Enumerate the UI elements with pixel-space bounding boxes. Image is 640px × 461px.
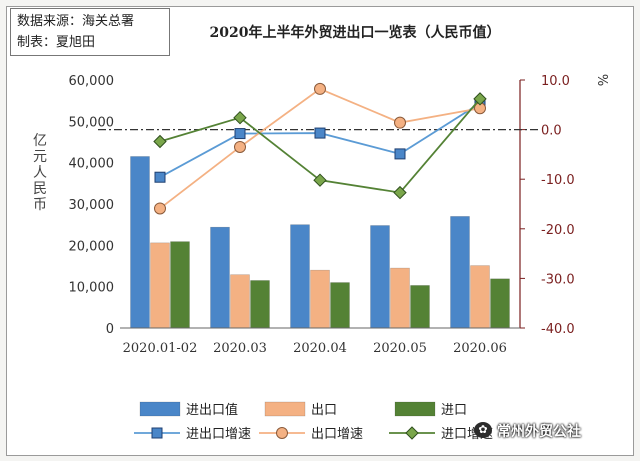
bar <box>390 267 410 329</box>
chart-frame <box>6 6 634 456</box>
line-marker <box>153 134 167 149</box>
left-axis-label-char: 民 <box>33 181 47 197</box>
left-axis-label-char: 元 <box>33 149 47 165</box>
left-tick-label: 10,000 <box>69 281 115 296</box>
legend-swatch <box>139 401 181 417</box>
line-marker <box>313 173 327 187</box>
line-marker <box>393 185 407 200</box>
line-marker <box>314 127 326 139</box>
category-label: 2020.04 <box>293 341 347 356</box>
bar <box>450 216 470 329</box>
author-line: 制表：夏旭田 <box>17 35 96 50</box>
legend-label: 出口 <box>311 403 337 418</box>
category-label: 2020.05 <box>373 341 427 356</box>
legend-label: 进出口增速 <box>186 427 251 442</box>
line-marker <box>394 148 406 160</box>
legend-label: 出口增速 <box>311 427 363 442</box>
source-box: 数据来源：海关总署 制表：夏旭田 <box>10 8 170 56</box>
bar <box>250 280 270 329</box>
line-marker <box>154 171 166 183</box>
bar <box>130 156 150 329</box>
bar <box>210 226 230 329</box>
series-line <box>159 102 481 179</box>
bar <box>470 265 490 329</box>
category-label: 2020.03 <box>213 341 267 356</box>
bar <box>290 224 310 329</box>
bar <box>150 242 170 329</box>
line-marker <box>394 116 406 129</box>
source-line: 数据来源：海关总署 <box>17 14 135 29</box>
legend-swatch <box>394 401 436 417</box>
legend-label: 进出口值 <box>186 402 238 418</box>
bar <box>330 282 350 329</box>
bar <box>490 278 510 329</box>
line-marker <box>154 202 166 215</box>
bar <box>310 269 330 329</box>
right-tick-label: -40.0 <box>541 322 575 337</box>
line-marker <box>473 92 487 106</box>
right-axis-label: % <box>594 74 609 86</box>
bar <box>230 274 250 329</box>
line-marker <box>314 82 326 95</box>
legend-label: 进口 <box>441 403 467 418</box>
line-marker <box>276 427 288 439</box>
watermark-text: 常州外贸公社 <box>497 424 581 440</box>
series-line <box>159 87 481 210</box>
right-tick-label: -20.0 <box>541 223 575 238</box>
left-tick-label: 60,000 <box>69 74 115 89</box>
left-tick-label: 20,000 <box>69 239 115 254</box>
left-axis-label-char: 人 <box>33 165 47 181</box>
left-axis-label-char: 币 <box>33 197 47 213</box>
line-marker <box>405 426 419 440</box>
bar <box>170 241 190 329</box>
right-tick-label: -30.0 <box>541 272 575 287</box>
bar <box>370 225 390 329</box>
line-marker <box>234 140 246 153</box>
line-marker <box>151 427 163 439</box>
left-tick-label: 30,000 <box>69 198 115 213</box>
bar <box>410 285 430 329</box>
left-tick-label: 0 <box>106 322 114 337</box>
left-tick-label: 40,000 <box>69 157 115 172</box>
category-label: 2020.06 <box>453 341 507 356</box>
line-marker <box>234 128 246 140</box>
legend-swatch <box>264 401 306 417</box>
category-label: 2020.01-02 <box>123 341 198 356</box>
wechat-icon: ✿ <box>474 422 492 438</box>
left-tick-label: 50,000 <box>69 115 115 130</box>
left-axis-label-char: 亿 <box>33 133 47 149</box>
line-marker <box>233 110 247 125</box>
chart-title: 2020年上半年外贸进出口一览表（人民币值） <box>210 24 501 41</box>
right-tick-label: -10.0 <box>541 173 575 188</box>
right-tick-label: 0.0 <box>541 124 562 139</box>
right-tick-label: 10.0 <box>541 74 570 89</box>
